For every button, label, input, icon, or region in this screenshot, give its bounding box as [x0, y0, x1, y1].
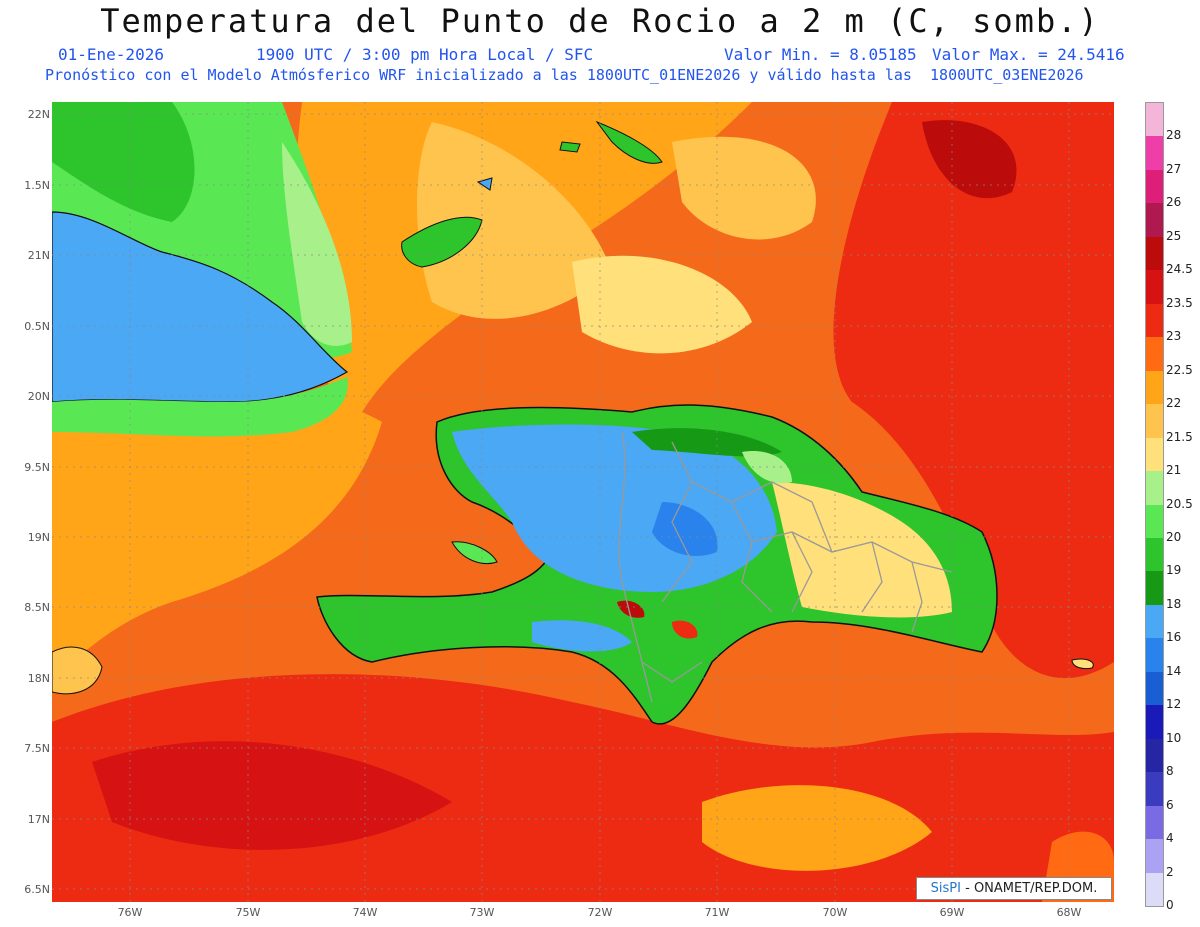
- lat-label: 18N: [27, 672, 50, 685]
- legend-swatch: [1146, 537, 1163, 572]
- legend-label: 0: [1166, 898, 1174, 912]
- legend-label: 20.5: [1166, 496, 1193, 511]
- legend-swatch: [1146, 705, 1163, 740]
- credit-text: - ONAMET/REP.DOM.: [960, 881, 1098, 896]
- value-min: Valor Min. = 8.05185: [724, 45, 917, 64]
- legend-label: 23.5: [1166, 295, 1193, 310]
- lat-label: 7.5N: [24, 742, 50, 755]
- legend-swatch: [1146, 738, 1163, 773]
- legend-label: 27: [1166, 161, 1182, 176]
- legend-label: 12: [1166, 697, 1182, 712]
- legend-label: 2: [1166, 864, 1174, 879]
- lat-label: 20N: [27, 390, 50, 403]
- legend-swatch: [1146, 136, 1163, 171]
- legend-label: 23: [1166, 329, 1182, 344]
- legend-label: 16: [1166, 630, 1182, 645]
- legend-swatch: [1146, 203, 1163, 238]
- lat-label: 9.5N: [24, 461, 50, 474]
- legend-swatch: [1146, 638, 1163, 673]
- legend-label: 22: [1166, 396, 1182, 411]
- legend-swatch: [1146, 337, 1163, 372]
- legend-swatch: [1146, 504, 1163, 539]
- legend-swatch: [1146, 169, 1163, 204]
- legend-label: 28: [1166, 128, 1182, 143]
- lon-label: 69W: [939, 906, 965, 919]
- legend-swatch: [1146, 571, 1163, 606]
- color-legend: [1145, 102, 1164, 907]
- legend-label: 22.5: [1166, 362, 1193, 377]
- lat-label: 6.5N: [24, 883, 50, 896]
- legend-swatch: [1146, 370, 1163, 405]
- legend-label: 19: [1166, 563, 1182, 578]
- legend-swatch: [1146, 805, 1163, 840]
- forecast-time: 1900 UTC / 3:00 pm Hora Local / SFC: [256, 45, 594, 64]
- lon-label: 75W: [235, 906, 261, 919]
- legend-label: 26: [1166, 195, 1182, 210]
- legend-swatch: [1146, 236, 1163, 271]
- lon-label: 72W: [587, 906, 613, 919]
- legend-label: 24.5: [1166, 262, 1193, 277]
- legend-label: 10: [1166, 730, 1182, 745]
- forecast-date: 01-Ene-2026: [58, 45, 164, 64]
- legend-label: 21.5: [1166, 429, 1193, 444]
- lat-label: 17N: [27, 813, 50, 826]
- legend-swatch: [1146, 872, 1163, 907]
- lon-label: 76W: [117, 906, 143, 919]
- dewpoint-map: [52, 102, 1114, 902]
- lat-label: 21N: [27, 249, 50, 262]
- credit-box: SisPI - ONAMET/REP.DOM.: [916, 877, 1112, 900]
- legend-swatch: [1146, 303, 1163, 338]
- lon-label: 73W: [469, 906, 495, 919]
- legend-label: 4: [1166, 831, 1174, 846]
- legend-swatch: [1146, 471, 1163, 505]
- lat-label: 8.5N: [24, 601, 50, 614]
- page-title: Temperatura del Punto de Rocio a 2 m (C,…: [100, 2, 1100, 40]
- lon-label: 71W: [704, 906, 730, 919]
- map-svg: [52, 102, 1114, 902]
- lon-label: 68W: [1056, 906, 1082, 919]
- legend-swatch: [1146, 604, 1163, 639]
- legend-label: 18: [1166, 596, 1182, 611]
- legend-swatch: [1146, 772, 1163, 807]
- legend-label: 25: [1166, 228, 1182, 243]
- value-max: Valor Max. = 24.5416: [932, 45, 1125, 64]
- lat-label: 1.5N: [24, 179, 50, 192]
- lat-label: 22N: [27, 108, 50, 121]
- legend-label: 14: [1166, 663, 1182, 678]
- credit-brand: SisPI: [930, 881, 961, 896]
- legend-label: 6: [1166, 797, 1174, 812]
- legend-label: 20: [1166, 529, 1182, 544]
- lat-label: 19N: [27, 531, 50, 544]
- lat-label: 0.5N: [24, 320, 50, 333]
- lon-label: 74W: [352, 906, 378, 919]
- legend-label: 21: [1166, 463, 1182, 478]
- legend-swatch: [1146, 839, 1163, 874]
- lon-label: 70W: [822, 906, 848, 919]
- legend-swatch: [1146, 404, 1163, 439]
- legend-swatch: [1146, 270, 1163, 305]
- legend-swatch: [1146, 671, 1163, 706]
- legend-swatch: [1146, 103, 1163, 137]
- legend-swatch: [1146, 437, 1163, 472]
- legend-label: 8: [1166, 764, 1174, 779]
- model-info: Pronóstico con el Modelo Atmósferico WRF…: [45, 66, 1084, 84]
